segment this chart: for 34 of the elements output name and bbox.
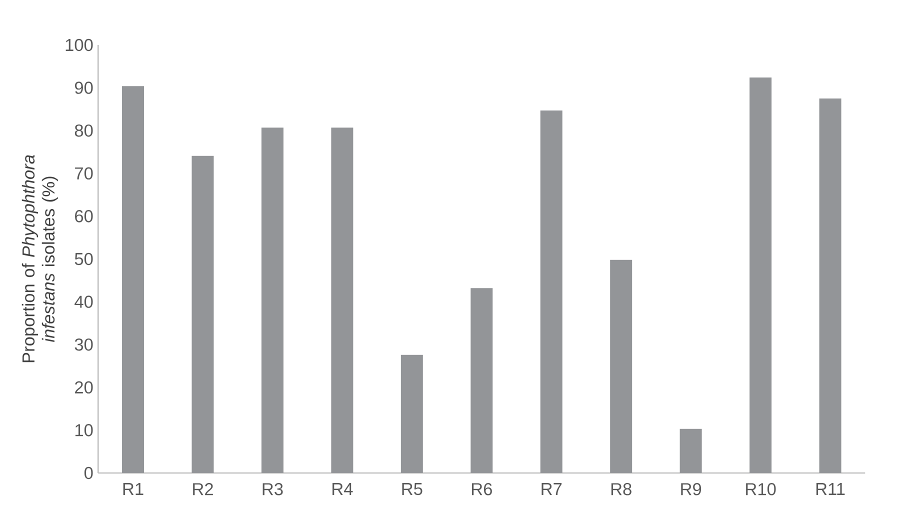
y-tick-label: 0 [84, 466, 93, 480]
y-tick-label: 70 [75, 167, 93, 180]
x-tick-label: R4 [332, 483, 353, 495]
bar [470, 288, 493, 473]
bar [819, 98, 842, 473]
bar [192, 156, 214, 473]
x-tick-label: R1 [123, 483, 144, 495]
bar [122, 86, 144, 473]
bar [610, 260, 632, 473]
bar [400, 354, 423, 473]
y-tick-label: 40 [74, 296, 93, 308]
y-tick-label: 90 [74, 82, 93, 94]
y-tick-label: 30 [74, 338, 93, 351]
bar [331, 128, 354, 473]
bar [750, 78, 772, 473]
y-tick-label: 60 [75, 210, 93, 222]
x-tick-label: R9 [681, 483, 702, 496]
x-tick-label: R7 [542, 483, 562, 495]
y-axis-title: Proportion of Phytophthora infestans isolates (%) [22, 155, 58, 362]
x-tick-label: R11 [816, 483, 845, 495]
x-tick-label: R10 [746, 483, 776, 496]
x-tick-label: R5 [402, 483, 422, 496]
bar [680, 428, 702, 473]
x-tick-label: R6 [472, 483, 492, 496]
y-tick-label: 80 [74, 124, 93, 137]
x-tick-label: R8 [611, 483, 632, 496]
bar [261, 128, 284, 473]
bar [540, 110, 562, 473]
x-tick-label: R3 [262, 483, 283, 496]
x-tick-label: R2 [193, 483, 213, 496]
y-tick-label: 100 [66, 38, 93, 52]
y-tick-label: 20 [75, 381, 93, 394]
y-tick-label: 50 [74, 252, 93, 266]
y-tick-label: 10 [75, 424, 93, 436]
